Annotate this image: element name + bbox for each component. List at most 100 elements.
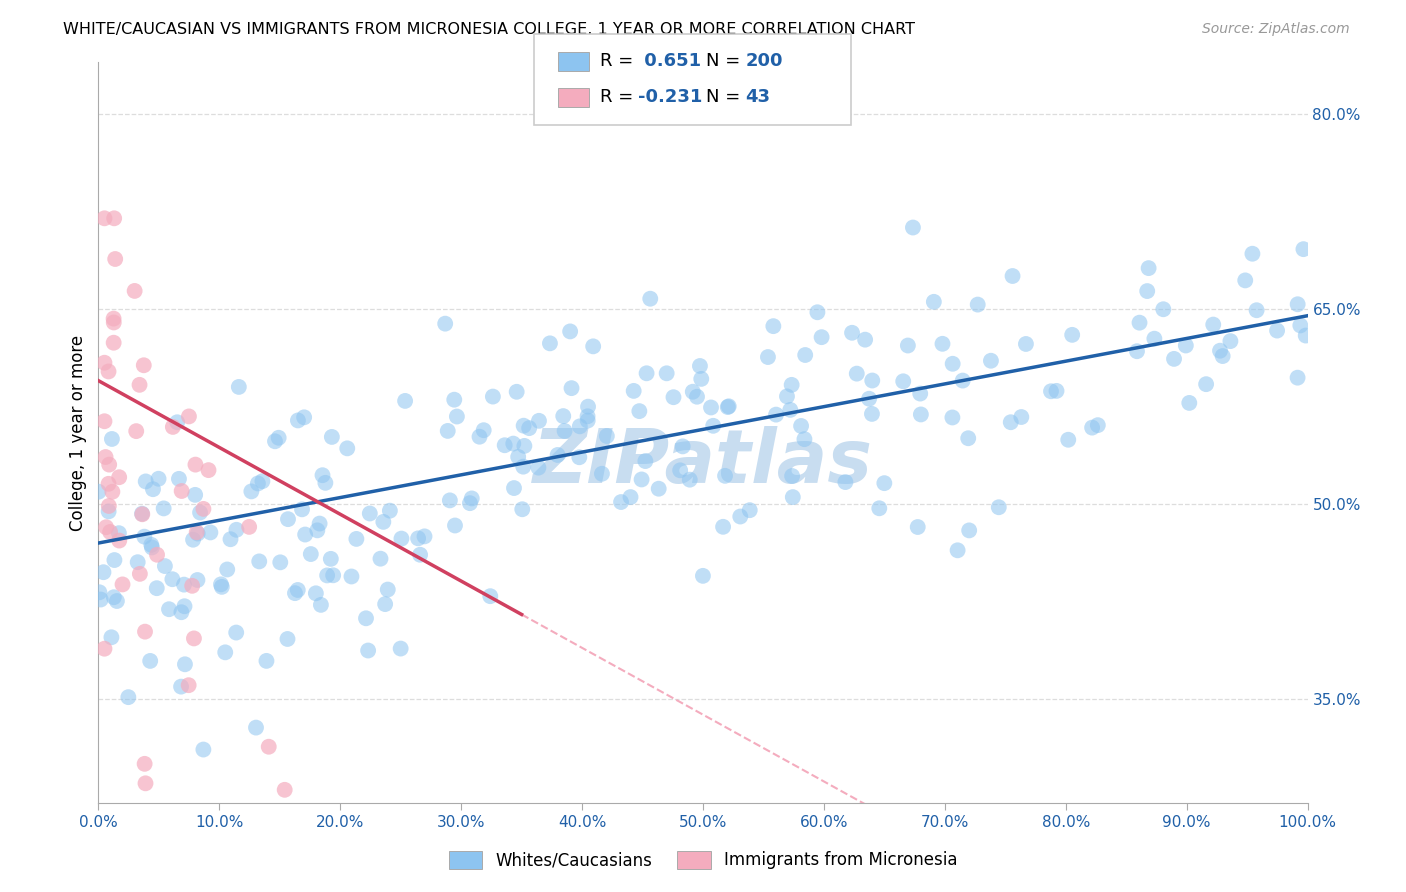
Point [779, 402, 801, 417]
Point [858, 392, 880, 406]
Point [256, 654, 278, 668]
Point [181, 579, 204, 593]
Point [267, 431, 290, 445]
Point [111, 577, 134, 591]
Point [591, 467, 613, 481]
Point [730, 509, 752, 524]
Point [845, 367, 868, 381]
Point [717, 400, 740, 414]
Point [1010, 410, 1032, 425]
Point [1195, 377, 1218, 392]
Point [142, 482, 165, 496]
Point [1152, 302, 1174, 317]
Point [472, 423, 495, 437]
Point [966, 297, 988, 311]
Point [184, 488, 207, 502]
Point [461, 491, 484, 506]
Point [508, 450, 530, 464]
Point [873, 476, 896, 491]
Point [97, 364, 120, 378]
Point [1136, 284, 1159, 298]
Point [173, 599, 195, 614]
Point [1015, 337, 1038, 351]
Point [105, 594, 128, 608]
Point [94, 520, 117, 534]
Point [700, 401, 723, 415]
Point [692, 569, 714, 583]
Point [853, 333, 876, 347]
Point [538, 336, 561, 351]
Text: ZIPatlas: ZIPatlas [533, 425, 873, 499]
Point [193, 502, 215, 516]
Point [273, 782, 295, 797]
Point [547, 448, 569, 462]
Point [336, 442, 359, 456]
Point [148, 472, 170, 486]
Text: 43: 43 [745, 88, 770, 106]
Point [145, 581, 167, 595]
Point [834, 475, 856, 489]
Point [170, 680, 193, 694]
Point [184, 458, 207, 472]
Point [1286, 297, 1309, 311]
Point [910, 408, 932, 422]
Point [340, 569, 363, 583]
Point [98, 524, 121, 539]
Point [907, 520, 929, 534]
Point [510, 502, 533, 516]
Point [560, 325, 582, 339]
Point [157, 602, 180, 616]
Point [309, 598, 332, 612]
Point [97, 499, 120, 513]
Point [103, 316, 125, 330]
Point [794, 348, 817, 362]
Point [662, 390, 685, 404]
Point [177, 678, 200, 692]
Point [636, 366, 658, 380]
Point [1001, 268, 1024, 283]
Point [391, 532, 413, 546]
Point [806, 305, 828, 319]
Point [217, 562, 239, 576]
Point [389, 641, 412, 656]
Point [131, 507, 153, 521]
Point [374, 597, 396, 611]
Point [610, 495, 633, 509]
Point [458, 496, 481, 510]
Point [100, 630, 122, 644]
Point [946, 543, 969, 558]
Point [134, 624, 156, 639]
Point [503, 481, 526, 495]
Point [554, 424, 576, 438]
Point [1292, 242, 1315, 256]
Point [299, 547, 322, 561]
Point [527, 414, 550, 428]
Point [468, 430, 491, 444]
Point [908, 386, 931, 401]
Point [134, 776, 156, 790]
Point [1163, 351, 1185, 366]
Point [711, 520, 734, 534]
Point [219, 533, 242, 547]
Point [1265, 324, 1288, 338]
Text: N =: N = [706, 53, 745, 70]
Point [479, 589, 502, 603]
Point [1202, 318, 1225, 332]
Point [756, 350, 779, 364]
Point [494, 438, 516, 452]
Point [446, 409, 468, 424]
Point [307, 524, 329, 538]
Point [321, 430, 343, 444]
Point [1178, 396, 1201, 410]
Point [582, 339, 605, 353]
Point [141, 541, 163, 555]
Point [357, 643, 380, 657]
Point [638, 292, 661, 306]
Point [117, 690, 139, 705]
Point [322, 568, 344, 582]
Point [1062, 327, 1084, 342]
Point [103, 211, 125, 226]
Point [174, 657, 197, 672]
Point [623, 384, 645, 398]
Point [780, 469, 803, 483]
